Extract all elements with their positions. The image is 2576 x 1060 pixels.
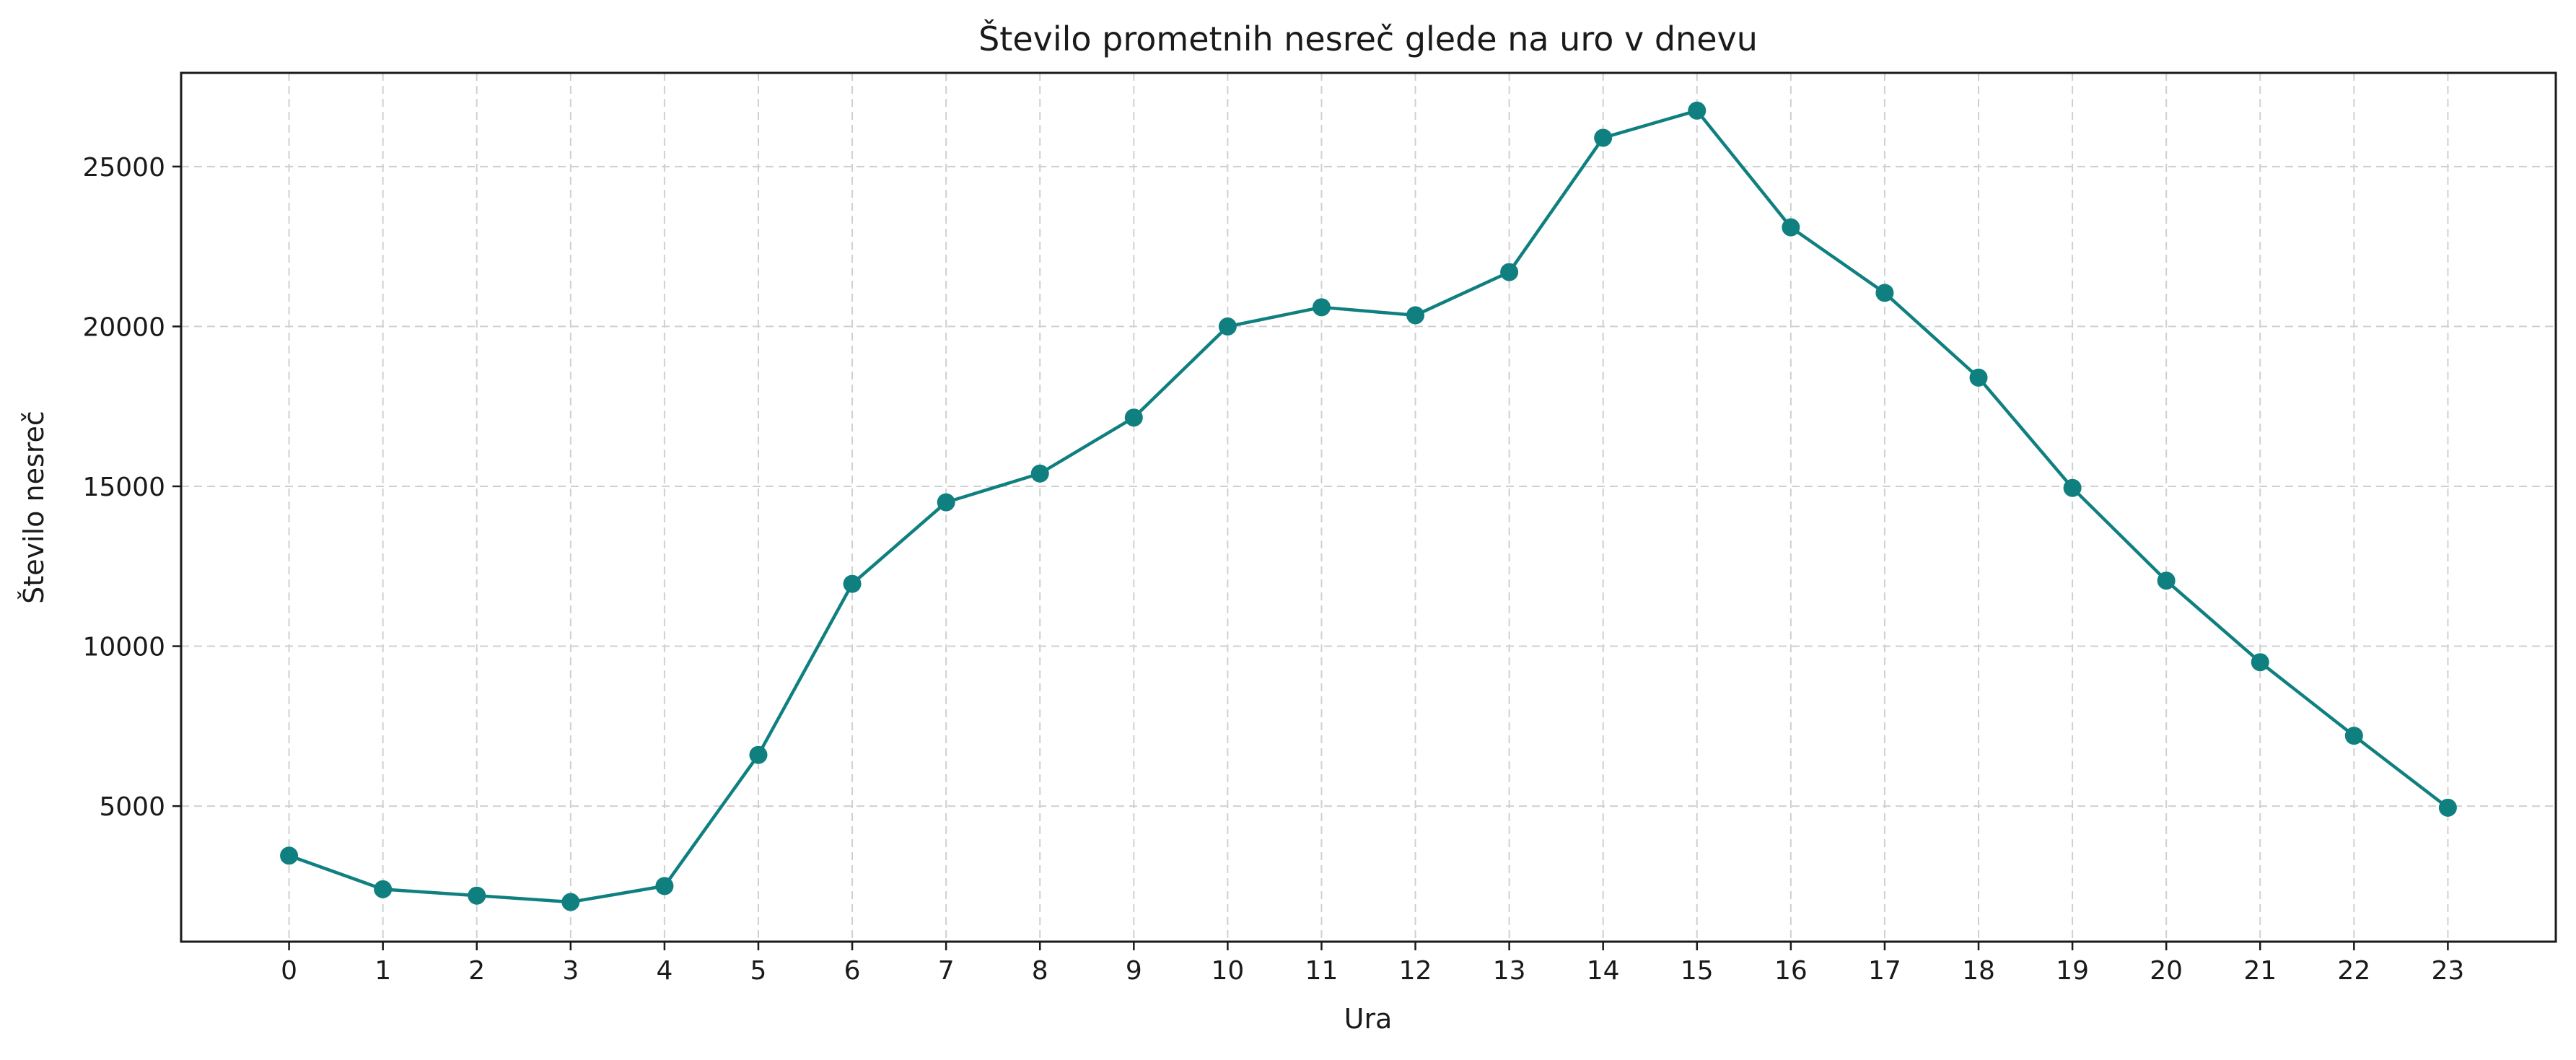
x-tick-label: 4 bbox=[656, 956, 673, 986]
data-point bbox=[561, 893, 580, 911]
x-tick-label: 14 bbox=[1587, 956, 1620, 986]
x-tick-label: 13 bbox=[1493, 956, 1526, 986]
series-layer bbox=[280, 101, 2457, 911]
data-point bbox=[843, 574, 862, 593]
x-tick-label: 8 bbox=[1032, 956, 1048, 986]
y-axis-label: Število nesreč bbox=[18, 411, 50, 604]
data-point bbox=[1312, 298, 1331, 317]
data-point bbox=[655, 877, 674, 895]
plot-frame bbox=[180, 71, 2557, 943]
data-point bbox=[2157, 571, 2176, 590]
data-point bbox=[374, 880, 393, 898]
chart-title: Število prometnih nesreč glede na uro v … bbox=[978, 19, 1758, 58]
y-axis-ticks: 5000 10000 15000 20000 25000 bbox=[82, 153, 181, 822]
data-point bbox=[1688, 101, 1707, 120]
y-tick-label: 15000 bbox=[82, 473, 165, 502]
x-tick-label: 7 bbox=[938, 956, 955, 986]
x-tick-label: 22 bbox=[2337, 956, 2370, 986]
data-point bbox=[1875, 284, 1894, 302]
y-tick-label: 10000 bbox=[82, 633, 165, 662]
x-tick-label: 1 bbox=[374, 956, 391, 986]
data-point bbox=[1500, 263, 1519, 281]
data-point bbox=[2438, 798, 2457, 817]
x-tick-label: 10 bbox=[1211, 956, 1244, 986]
x-axis-label: Ura bbox=[1344, 1003, 1393, 1035]
x-tick-label: 6 bbox=[844, 956, 861, 986]
data-point bbox=[1594, 128, 1613, 147]
y-tick-label: 5000 bbox=[99, 792, 165, 822]
y-tick-label: 25000 bbox=[82, 153, 165, 183]
x-tick-label: 9 bbox=[1126, 956, 1142, 986]
data-point bbox=[2344, 727, 2363, 745]
data-point bbox=[2063, 478, 2082, 497]
x-tick-label: 15 bbox=[1681, 956, 1714, 986]
series-line bbox=[288, 109, 2449, 904]
data-point bbox=[1782, 218, 1800, 237]
x-tick-label: 12 bbox=[1399, 956, 1432, 986]
x-tick-label: 5 bbox=[750, 956, 767, 986]
x-tick-label: 19 bbox=[2056, 956, 2089, 986]
x-tick-label: 11 bbox=[1305, 956, 1339, 986]
x-tick-label: 16 bbox=[1774, 956, 1808, 986]
data-point bbox=[1406, 306, 1425, 325]
x-axis-ticks: 0 1 2 3 4 5 6 7 8 9 10 11 12 13 14 15 16 17 18 19 20 21 22 23 bbox=[281, 942, 2464, 986]
x-tick-label: 20 bbox=[2150, 956, 2183, 986]
data-point bbox=[2251, 653, 2269, 672]
data-point bbox=[1124, 408, 1143, 427]
data-point bbox=[937, 493, 955, 512]
x-tick-label: 2 bbox=[468, 956, 485, 986]
x-tick-label: 23 bbox=[2432, 956, 2465, 986]
x-tick-label: 18 bbox=[1962, 956, 1995, 986]
y-tick-label: 20000 bbox=[82, 312, 165, 342]
data-point bbox=[749, 745, 768, 764]
x-tick-label: 17 bbox=[1868, 956, 1901, 986]
data-point bbox=[280, 846, 299, 865]
data-point bbox=[1030, 464, 1049, 483]
x-tick-label: 0 bbox=[281, 956, 297, 986]
x-tick-label: 3 bbox=[562, 956, 579, 986]
data-point bbox=[1969, 368, 1988, 387]
x-tick-label: 21 bbox=[2243, 956, 2277, 986]
data-point bbox=[1218, 317, 1237, 336]
data-point bbox=[468, 886, 486, 905]
